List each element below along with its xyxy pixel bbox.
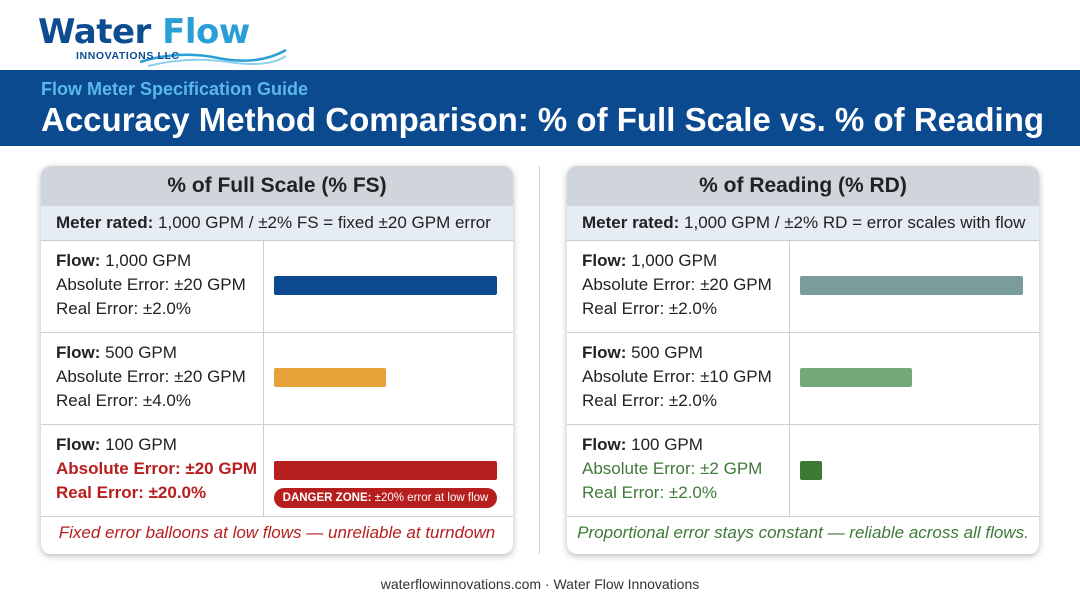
absolute-error: Absolute Error: ±20 GPM — [56, 459, 258, 478]
absolute-error: Absolute Error: ±10 GPM — [582, 367, 772, 386]
page-title: Accuracy Method Comparison: % of Full Sc… — [41, 101, 1045, 138]
real-error: Real Error: ±2.0% — [582, 483, 717, 502]
table-row: Flow: 500 GPM Absolute Error: ±10 GPM Re… — [567, 333, 1039, 425]
real-error: Real Error: ±4.0% — [56, 391, 191, 410]
reading-panel-title: % of Reading (% RD) — [567, 166, 1039, 206]
flow-label: Flow: — [56, 435, 101, 454]
flow-label: Flow: — [56, 251, 101, 270]
panel-separator — [539, 166, 540, 554]
row-text: Flow: 1,000 GPM Absolute Error: ±20 GPM … — [56, 249, 246, 321]
flow-label: Flow: — [582, 343, 627, 362]
error-bar — [274, 461, 497, 480]
flow-value: 1,000 GPM — [100, 251, 192, 270]
banner-subtitle: Flow Meter Specification Guide — [41, 79, 309, 99]
full-scale-conclusion: Fixed error balloons at low flows — unre… — [58, 523, 496, 542]
row-text: Flow: 1,000 GPM Absolute Error: ±20 GPM … — [582, 249, 772, 321]
row-text: Flow: 500 GPM Absolute Error: ±20 GPM Re… — [56, 341, 246, 413]
flow-label: Flow: — [582, 251, 627, 270]
page-footer: waterflowinnovations.com · Water Flow In… — [380, 576, 700, 592]
column-divider — [789, 333, 790, 424]
real-error: Real Error: ±20.0% — [56, 483, 207, 502]
column-divider — [789, 425, 790, 516]
error-bar — [800, 368, 912, 387]
row-text: Flow: 100 GPM Absolute Error: ±20 GPM Re… — [56, 433, 257, 505]
absolute-error: Absolute Error: ±20 GPM — [582, 275, 772, 294]
table-row: Flow: 100 GPM Absolute Error: ±2 GPM Rea… — [567, 425, 1039, 517]
error-bar — [800, 461, 822, 480]
header-banner: Flow Meter Specification Guide Accuracy … — [0, 70, 1080, 146]
row-text: Flow: 100 GPM Absolute Error: ±2 GPM Rea… — [582, 433, 762, 505]
error-bar — [800, 276, 1023, 295]
wave-swoosh-icon — [139, 48, 287, 67]
table-row: Flow: 1,000 GPM Absolute Error: ±20 GPM … — [567, 241, 1039, 333]
reading-panel: % of Reading (% RD) Meter rated: 1,000 G… — [567, 166, 1039, 554]
flow-label: Flow: — [582, 435, 627, 454]
meter-rated-label: Meter rated: — [582, 213, 680, 232]
table-row: Flow: 1,000 GPM Absolute Error: ±20 GPM … — [41, 241, 513, 333]
column-divider — [263, 333, 264, 424]
danger-zone-text: ±20% error at low flow — [371, 492, 489, 504]
real-error: Real Error: ±2.0% — [56, 299, 191, 318]
company-logo: Water Flow INNOVATIONS LLC — [38, 12, 298, 70]
meter-rated-text: 1,000 GPM / ±2% RD = error scales with f… — [679, 213, 1026, 232]
column-divider — [263, 241, 264, 332]
absolute-error: Absolute Error: ±20 GPM — [56, 367, 246, 386]
logo-tagline: INNOVATIONS LLC — [76, 50, 180, 62]
flow-value: 500 GPM — [100, 343, 177, 362]
flow-label: Flow: — [56, 343, 101, 362]
flow-value: 100 GPM — [626, 435, 703, 454]
error-bar — [274, 368, 386, 387]
row-text: Flow: 500 GPM Absolute Error: ±10 GPM Re… — [582, 341, 772, 413]
absolute-error: Absolute Error: ±2 GPM — [582, 459, 763, 478]
danger-zone-label: DANGER ZONE: — [282, 492, 372, 504]
full-scale-panel: % of Full Scale (% FS) Meter rated: 1,00… — [41, 166, 513, 554]
flow-value: 1,000 GPM — [626, 251, 718, 270]
reading-conclusion: Proportional error stays constant — reli… — [577, 523, 1029, 542]
meter-rated-text: 1,000 GPM / ±2% FS = fixed ±20 GPM error — [153, 213, 491, 232]
logo-wordmark: Water Flow — [38, 12, 250, 52]
column-divider — [789, 241, 790, 332]
reading-meter-rating: Meter rated: 1,000 GPM / ±2% RD = error … — [567, 206, 1039, 241]
table-row: Flow: 100 GPM Absolute Error: ±20 GPM Re… — [41, 425, 513, 517]
real-error: Real Error: ±2.0% — [582, 391, 717, 410]
full-scale-panel-title: % of Full Scale (% FS) — [41, 166, 513, 206]
real-error: Real Error: ±2.0% — [582, 299, 717, 318]
column-divider — [263, 425, 264, 516]
logo-word-water: Water — [38, 12, 151, 52]
danger-zone-badge: DANGER ZONE: ±20% error at low flow — [274, 488, 497, 508]
flow-value: 500 GPM — [626, 343, 703, 362]
error-bar — [274, 276, 497, 295]
full-scale-meter-rating: Meter rated: 1,000 GPM / ±2% FS = fixed … — [41, 206, 513, 241]
meter-rated-label: Meter rated: — [56, 213, 154, 232]
absolute-error: Absolute Error: ±20 GPM — [56, 275, 246, 294]
table-row: Flow: 500 GPM Absolute Error: ±20 GPM Re… — [41, 333, 513, 425]
flow-value: 100 GPM — [100, 435, 177, 454]
logo-word-flow: Flow — [162, 12, 250, 52]
